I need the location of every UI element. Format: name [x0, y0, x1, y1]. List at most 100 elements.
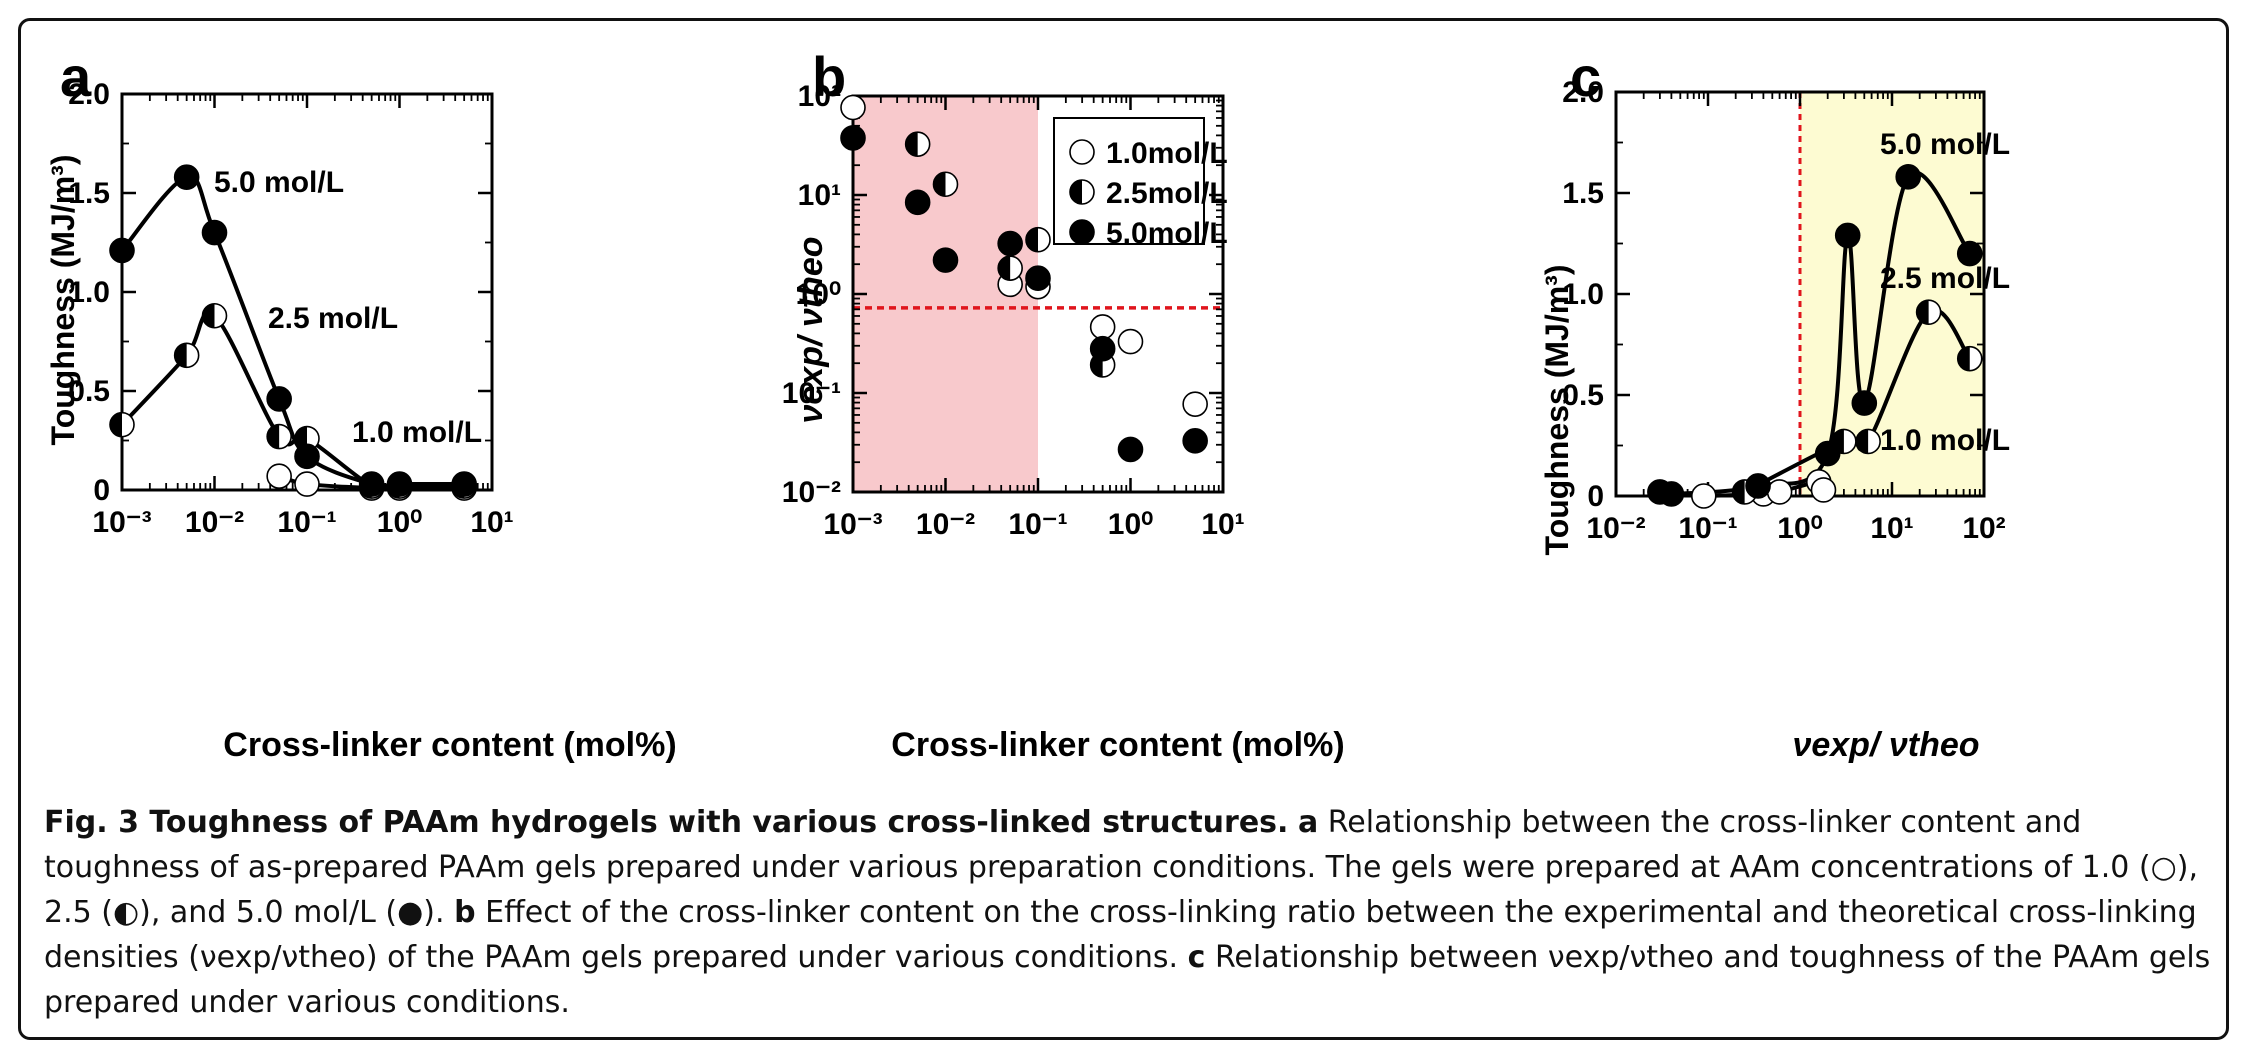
panel-label-a: a: [60, 45, 92, 108]
figure-caption: Fig. 3 Toughness of PAAm hydrogels with …: [44, 800, 2214, 1025]
data-point-s1-0-fill: [1732, 479, 1745, 504]
panel-label-c: c: [1570, 45, 1601, 108]
caption-text-c: Relationship between νexp/νtheo and toug…: [44, 940, 2211, 1020]
y-tick-label: 10⁻¹: [782, 377, 841, 410]
plot-area-c: 10⁻² 10⁻¹ 10⁰ 10¹ 10² 0 0.5 1.0 1.5 2.0 5.0 mol/L 2…: [1562, 76, 2010, 545]
y-tick-label: 1.0: [68, 276, 110, 309]
data-point-s1-0: [904, 131, 931, 157]
data-point-s2-2: [201, 219, 228, 246]
data-point-s0-0: [840, 94, 866, 121]
caption-title: Fig. 3 Toughness of PAAm hydrogels with …: [44, 805, 1289, 840]
data-point-s1-2: [201, 302, 228, 329]
data-point-s2-4: [1025, 265, 1051, 291]
y-tick-label: 0.5: [1562, 379, 1604, 412]
series-curve-1: [120, 310, 465, 492]
caption-text-b: Effect of the cross-linker content on th…: [44, 895, 2197, 975]
data-point-s2-4: [1834, 222, 1861, 249]
caption-text-a: Relationship between the cross-linker co…: [44, 805, 2199, 930]
data-point-s2-5: [1089, 335, 1116, 362]
x-tick-label: 10⁰: [1108, 508, 1153, 541]
data-point-s2-3: [266, 386, 292, 412]
data-point-s0-3: [1089, 314, 1116, 340]
y-axis-label-c: Toughness (MJ/m³): [1539, 265, 1575, 556]
data-point-s1-0: [109, 411, 135, 438]
y-tick-label: 10²: [798, 80, 841, 113]
series-annotation: 1.0 mol/L: [1880, 424, 2010, 457]
data-point-s2-6: [1117, 436, 1144, 463]
data-point-s2-4: [294, 443, 320, 470]
data-point-s1-0-fill: [905, 132, 918, 157]
data-point-s2-3: [997, 230, 1023, 257]
data-point-s1-2-fill: [998, 256, 1011, 281]
x-tick-label: 10⁻¹: [277, 506, 336, 539]
data-point-s2-6: [1895, 164, 1922, 190]
data-point-s0-4: [1810, 477, 1837, 503]
data-point-s0-0: [266, 463, 292, 489]
data-point-s2-2: [1745, 473, 1771, 499]
data-point-s1-2: [1855, 428, 1881, 455]
panel-c: c Toughness (MJ/m³) νexp/ νtheo 10⁻² 10⁻¹…: [1480, 30, 2200, 790]
y-tick-label: 10⁻²: [782, 476, 841, 509]
data-point-s1-4-fill: [1957, 346, 1970, 371]
y-axis-label-b: νexp/ νtheo: [792, 236, 830, 423]
caption-letter-c: c: [1187, 940, 1206, 975]
shaded-region: [1800, 92, 1984, 496]
x-tick-label: 10⁻²: [916, 508, 975, 541]
x-tick-label: 10⁰: [377, 506, 422, 539]
data-point-s1-3-fill: [267, 424, 280, 449]
legend-marker-1-fill: [1070, 180, 1082, 204]
data-point-s2-5: [358, 471, 385, 497]
data-point-s2-7: [1956, 240, 1983, 267]
data-point-s0-2: [1766, 479, 1793, 505]
data-point-s2-0: [840, 125, 866, 151]
data-point-s1-1-fill: [174, 343, 187, 368]
panel-label-b: b: [812, 45, 846, 108]
data-point-s1-4: [1956, 345, 1983, 372]
x-tick-label: 10⁻³: [92, 506, 151, 539]
plot-area-b: 10⁻³ 10⁻² 10⁻¹ 10⁰ 10¹10⁻²10⁻¹10⁰10¹10²1.0mo…: [782, 80, 1245, 541]
x-tick-label: 10⁻²: [185, 506, 244, 539]
data-point-s2-7: [451, 471, 477, 497]
series-annotation: 5.0 mol/L: [214, 166, 344, 199]
y-tick-label: 10¹: [798, 179, 841, 212]
data-point-s1-1: [173, 342, 200, 369]
data-point-s1-3: [266, 423, 292, 450]
y-tick-label: 2.0: [68, 78, 110, 111]
legend-marker-1: [1069, 179, 1095, 205]
series-annotation: 2.5 mol/L: [268, 302, 398, 335]
y-tick-label: 0.5: [68, 375, 110, 408]
chart-a-svg: a Toughness (MJ/m³) Cross-linker content…: [45, 45, 677, 764]
legend-label: 5.0mol/L: [1106, 217, 1228, 250]
data-point-s1-2-fill: [202, 303, 215, 328]
figure-frame: [18, 18, 2229, 1040]
data-point-s2-1: [173, 164, 200, 190]
legend-marker-0: [1069, 139, 1095, 165]
data-point-s2-3: [1814, 440, 1841, 467]
data-point-s1-3-fill: [1026, 227, 1038, 252]
x-tick-label: 10⁻¹: [1008, 508, 1067, 541]
legend-label: 1.0mol/L: [1106, 137, 1228, 170]
x-tick-label: 10¹: [1201, 508, 1244, 541]
data-point-s2-6: [386, 471, 413, 497]
data-point-s0-1: [294, 471, 320, 497]
series-annotation: 5.0 mol/L: [1880, 128, 2010, 161]
data-point-s1-1-fill: [933, 172, 946, 197]
y-tick-label: 1.5: [68, 177, 110, 210]
data-point-s1-3: [1025, 226, 1051, 253]
x-tick-label: 10²: [1962, 512, 2005, 545]
y-tick-label: 0: [1587, 480, 1604, 513]
x-tick-label: 10⁻³: [823, 508, 882, 541]
data-point-s0-0: [1690, 483, 1717, 509]
x-axis-label-c: νexp/ νtheo: [1792, 726, 1979, 764]
chart-b-svg: b νexp/ νtheo Cross-linker content (mol%…: [782, 45, 1345, 764]
panel-a: a Toughness (MJ/m³) Cross-linker content…: [30, 30, 750, 790]
data-point-s1-3-fill: [1916, 300, 1929, 325]
y-tick-label: 1.0: [1562, 278, 1604, 311]
data-point-s2-2: [932, 247, 959, 273]
caption-letter-a: a: [1297, 805, 1319, 840]
y-tick-label: 0: [93, 474, 110, 507]
x-tick-label: 10⁰: [1777, 512, 1822, 545]
data-point-s1-3: [1915, 299, 1942, 325]
x-tick-label: 10⁻²: [1586, 512, 1645, 545]
plot-area-a: 10⁻³ 10⁻² 10⁻¹ 10⁰ 10¹ 0 0.5 1.0 1.5 2.0 5.0 mol/L…: [68, 78, 513, 539]
